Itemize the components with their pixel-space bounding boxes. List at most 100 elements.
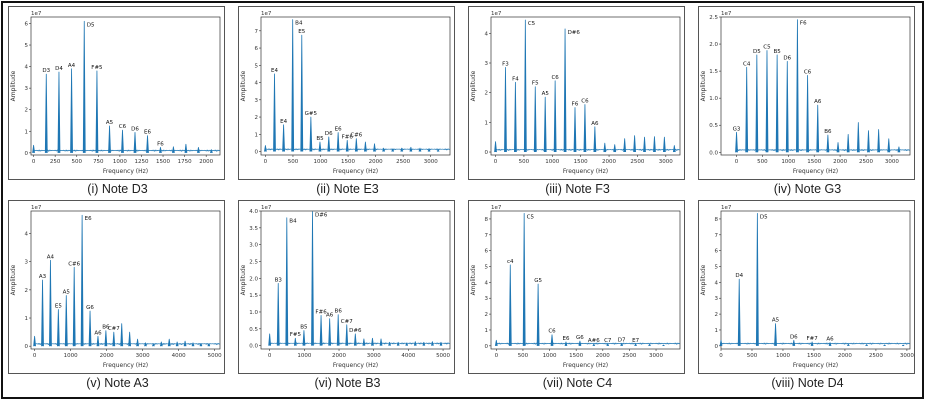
x-tick-label: 2500: [622, 353, 636, 359]
peak-label: E4: [271, 68, 278, 74]
y-tick-label: 5: [715, 265, 719, 271]
peak-label: D4: [55, 66, 63, 72]
spectral-peak: [867, 130, 870, 153]
caption: (i) Note D3: [87, 182, 148, 196]
peak-label: F5: [532, 81, 539, 87]
y-tick-label: 3: [485, 296, 489, 302]
x-axis-label: Frequency (Hz): [103, 168, 148, 175]
y-axis-label: Amplitude: [470, 70, 477, 101]
spectral-peak: [603, 142, 607, 153]
x-tick-label: 1500: [569, 353, 583, 359]
x-tick-label: 500: [747, 353, 758, 359]
y-tick-label: 6: [255, 46, 259, 52]
x-tick-label: 750: [93, 159, 104, 165]
y-tick-label: 1: [25, 129, 29, 135]
peak-label: F3: [502, 61, 509, 67]
peak-label: A4: [68, 63, 76, 69]
peak-label: C6: [804, 69, 812, 75]
spectral-peak: [883, 344, 886, 347]
panel-note-d4: 0 500 1000 1500 2000 2500 3000 0 1 2 3 4 5 6 7 8 Frequen…: [698, 200, 917, 396]
spectral-peak: [328, 318, 332, 346]
peak-label: D6: [325, 131, 333, 137]
y-tick-label: 1.0: [709, 96, 718, 102]
spectral-peak: [159, 341, 163, 347]
spectral-peak: [309, 116, 313, 152]
peak-label: C5: [527, 214, 535, 220]
x-tick-label: 0: [33, 353, 37, 359]
spectral-peak: [191, 342, 195, 347]
peak-label: F6: [572, 102, 579, 108]
x-tick-label: 1500: [574, 159, 588, 165]
peak-label: C#7: [341, 319, 353, 325]
peak-label: G6: [86, 305, 94, 311]
peak-label: F4: [512, 76, 519, 82]
spectral-peak: [371, 337, 374, 346]
noise-floor: [496, 342, 681, 345]
plot-area: [260, 210, 451, 350]
peak-label: C6: [581, 99, 589, 105]
x-tick-label: 2500: [869, 353, 883, 359]
x-tick-label: 3000: [900, 353, 914, 359]
y-tick-label: 8: [485, 217, 489, 223]
x-tick-label: 1000: [314, 159, 328, 165]
peak-label: G3: [733, 126, 741, 132]
y-tick-label: 0.5: [709, 123, 718, 129]
peak-label: F#7: [806, 336, 818, 342]
spectral-peak: [57, 71, 61, 153]
peak-label: D#6: [349, 328, 362, 334]
panel-note-g3: 0 500 1000 1500 2000 2500 3000 0.0 0.5 1.0 1.5 2.0 2…: [698, 6, 917, 202]
peak-label: D5: [753, 49, 761, 55]
spectral-peak: [620, 343, 624, 346]
y-tick-label: 1: [485, 120, 489, 126]
spectral-peak: [633, 135, 636, 153]
x-tick-label: 0: [719, 353, 723, 359]
spectrum-chart: 0 1000 2000 3000 4000 5000 0 1 2 3 4 Frequency (Hz)…: [10, 205, 222, 369]
caption: (viii) Note D4: [771, 376, 844, 390]
spectral-peak: [104, 330, 108, 347]
y-tick-label: 3.0: [249, 243, 258, 249]
x-tick-label: 2000: [199, 159, 213, 165]
x-tick-label: 2500: [630, 159, 644, 165]
x-tick-label: 1000: [297, 353, 311, 359]
spectral-peak: [735, 131, 738, 153]
x-tick-label: 3000: [885, 159, 899, 165]
peak-label: A6: [326, 313, 334, 319]
spectral-peak: [56, 309, 60, 347]
peak-label: B6: [335, 309, 343, 315]
spectral-peak: [400, 147, 404, 152]
peak-label: D4: [735, 273, 743, 279]
spectral-peak: [901, 344, 905, 347]
y-tick-label: 2: [715, 312, 719, 318]
spectral-peak: [136, 338, 139, 347]
spectral-peak: [563, 28, 567, 153]
y-tick-label: 7: [715, 233, 719, 239]
peak-label: G5: [534, 278, 542, 284]
spectrum-chart: 0 1000 2000 3000 4000 5000 0.0 0.5 1.0 1.5 2.0 2.5 3…: [240, 205, 451, 369]
spectral-peak: [354, 138, 358, 152]
caption: (vii) Note C4: [542, 376, 613, 390]
spectral-peak: [897, 146, 901, 153]
spectral-peak: [197, 147, 200, 153]
y-tick-label: 0: [485, 150, 489, 156]
spectral-peak: [133, 131, 137, 153]
spectral-peak: [336, 132, 340, 152]
plot-area: [30, 210, 221, 350]
y-tick-label: 0.5: [249, 327, 258, 333]
spectral-peak: [302, 330, 306, 346]
spectral-peak: [672, 145, 676, 153]
plot-area: [720, 16, 911, 156]
spectrum-chart: 0 500 1000 1500 2000 2500 3000 0 1 2 3 4 5 6 7 Frequenc…: [240, 11, 451, 175]
x-tick-label: 1000: [543, 353, 557, 359]
spectral-peak: [88, 310, 92, 347]
caption: (ii) Note E3: [316, 182, 379, 196]
spectral-peak: [606, 343, 610, 347]
panel-note-e3: 0 500 1000 1500 2000 2500 3000 0 1 2 3 4 5 6 7 Frequenc…: [238, 6, 457, 202]
spectral-peak: [653, 136, 656, 153]
spectral-peak: [282, 124, 285, 152]
spectral-peak: [847, 343, 850, 347]
spectral-peak: [623, 138, 627, 153]
peak-label: D7: [618, 337, 626, 343]
caption: (v) Note A3: [86, 376, 149, 390]
peak-label: F#5: [91, 65, 103, 71]
y-tick-label: 6: [25, 21, 29, 27]
